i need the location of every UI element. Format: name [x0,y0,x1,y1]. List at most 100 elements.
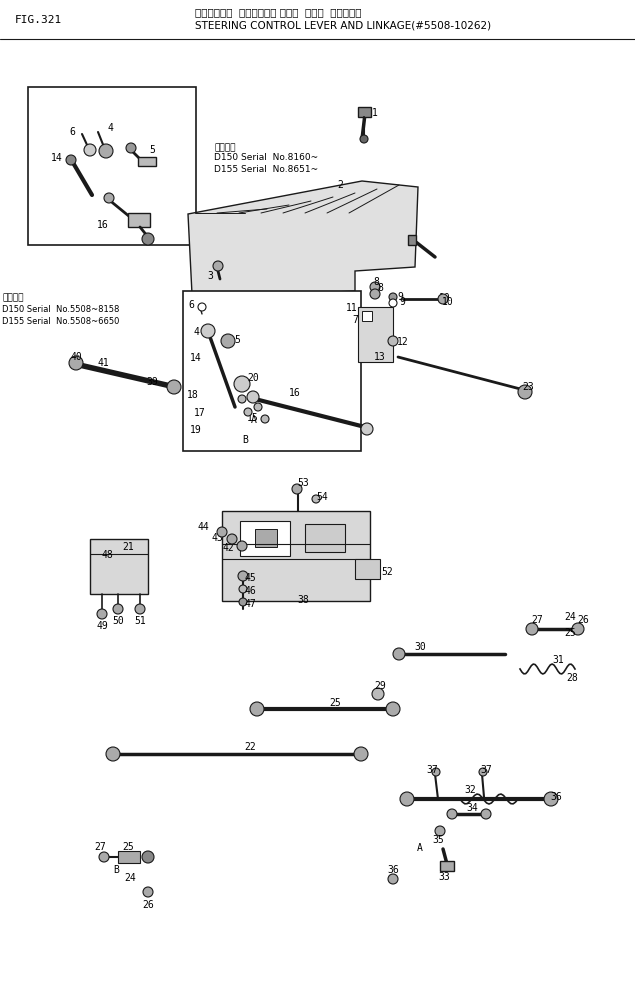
Circle shape [167,381,181,394]
Bar [222,512,370,601]
Bar [358,308,393,363]
Circle shape [393,649,405,661]
Circle shape [388,336,398,347]
Bar [362,312,372,321]
Text: 37: 37 [426,764,438,774]
Circle shape [312,496,320,504]
Bar [183,292,361,452]
Circle shape [237,541,247,551]
Circle shape [360,136,368,144]
Text: 4: 4 [193,326,199,336]
Text: B: B [113,864,119,875]
Circle shape [370,290,380,300]
Text: 5: 5 [149,145,155,155]
Text: 43: 43 [211,532,223,542]
Circle shape [292,484,302,495]
Circle shape [481,810,491,819]
Text: 4: 4 [107,123,113,133]
Text: 9: 9 [397,292,403,302]
Bar [305,525,345,552]
Text: 44: 44 [197,522,209,531]
Text: 27: 27 [94,841,106,851]
Text: 25: 25 [329,697,341,707]
Text: D150 Serial  No.5508~8158: D150 Serial No.5508~8158 [2,306,119,315]
Bar [355,559,380,580]
Circle shape [227,534,237,544]
Bar [90,539,148,595]
Text: 26: 26 [577,614,589,624]
Circle shape [66,156,76,166]
Text: 8: 8 [377,283,383,293]
Circle shape [99,145,113,159]
Text: 19: 19 [190,425,202,435]
Text: 2: 2 [337,179,343,190]
Circle shape [447,810,457,819]
Circle shape [238,572,248,582]
Text: 32: 32 [464,784,476,794]
Text: STEERING CONTROL LEVER AND LINKAGE(#5508-10262): STEERING CONTROL LEVER AND LINKAGE(#5508… [195,21,491,31]
Circle shape [250,702,264,716]
Circle shape [99,852,109,862]
Text: 37: 37 [480,764,492,774]
Bar [440,861,454,871]
Bar [255,529,277,547]
Text: 28: 28 [566,672,578,682]
Text: 適用番号: 適用番号 [214,143,236,153]
Circle shape [518,386,532,399]
Circle shape [254,403,262,411]
Text: 25: 25 [564,627,576,637]
Circle shape [261,415,269,424]
Text: 53: 53 [297,477,309,487]
Text: B: B [242,435,248,445]
Text: 10: 10 [442,297,454,307]
Circle shape [126,144,136,154]
Text: 10: 10 [439,293,451,303]
Circle shape [438,295,448,305]
Circle shape [239,599,247,606]
Text: 22: 22 [244,741,256,751]
Text: 7: 7 [352,315,358,324]
Circle shape [435,826,445,836]
Text: 30: 30 [414,641,426,652]
Circle shape [479,768,487,776]
Circle shape [388,875,398,884]
Text: 12: 12 [397,336,409,347]
Circle shape [526,623,538,635]
Circle shape [198,304,206,312]
Text: 49: 49 [96,620,108,630]
Circle shape [135,604,145,614]
Circle shape [106,747,120,761]
Text: 24: 24 [124,872,136,882]
Text: 14: 14 [190,353,202,363]
Text: 36: 36 [550,791,562,802]
Text: 15: 15 [247,412,259,423]
Text: 45: 45 [244,573,256,583]
Text: 24: 24 [564,611,576,621]
Circle shape [244,408,252,416]
Circle shape [234,377,250,392]
Circle shape [97,609,107,619]
Text: 16: 16 [97,220,109,230]
Text: D155 Serial  No.8651~: D155 Serial No.8651~ [214,166,318,175]
Text: 23: 23 [522,382,534,391]
Text: 6: 6 [188,300,194,310]
Circle shape [217,528,227,537]
Bar [128,214,150,228]
Text: 21: 21 [122,541,134,551]
Text: 36: 36 [387,864,399,875]
Circle shape [113,604,123,614]
Text: D155 Serial  No.5508~6650: D155 Serial No.5508~6650 [2,317,119,326]
Bar [138,158,156,167]
Text: 35: 35 [432,834,444,844]
Circle shape [354,747,368,761]
Text: D150 Serial  No.8160~: D150 Serial No.8160~ [214,154,318,163]
Text: 33: 33 [438,871,450,881]
Text: 48: 48 [101,549,113,559]
Text: 18: 18 [187,389,199,399]
Text: 16: 16 [289,387,301,397]
Text: 51: 51 [134,615,146,625]
Text: 11: 11 [346,303,358,313]
Circle shape [389,300,397,308]
Text: 38: 38 [297,595,309,604]
Text: 31: 31 [552,655,564,665]
